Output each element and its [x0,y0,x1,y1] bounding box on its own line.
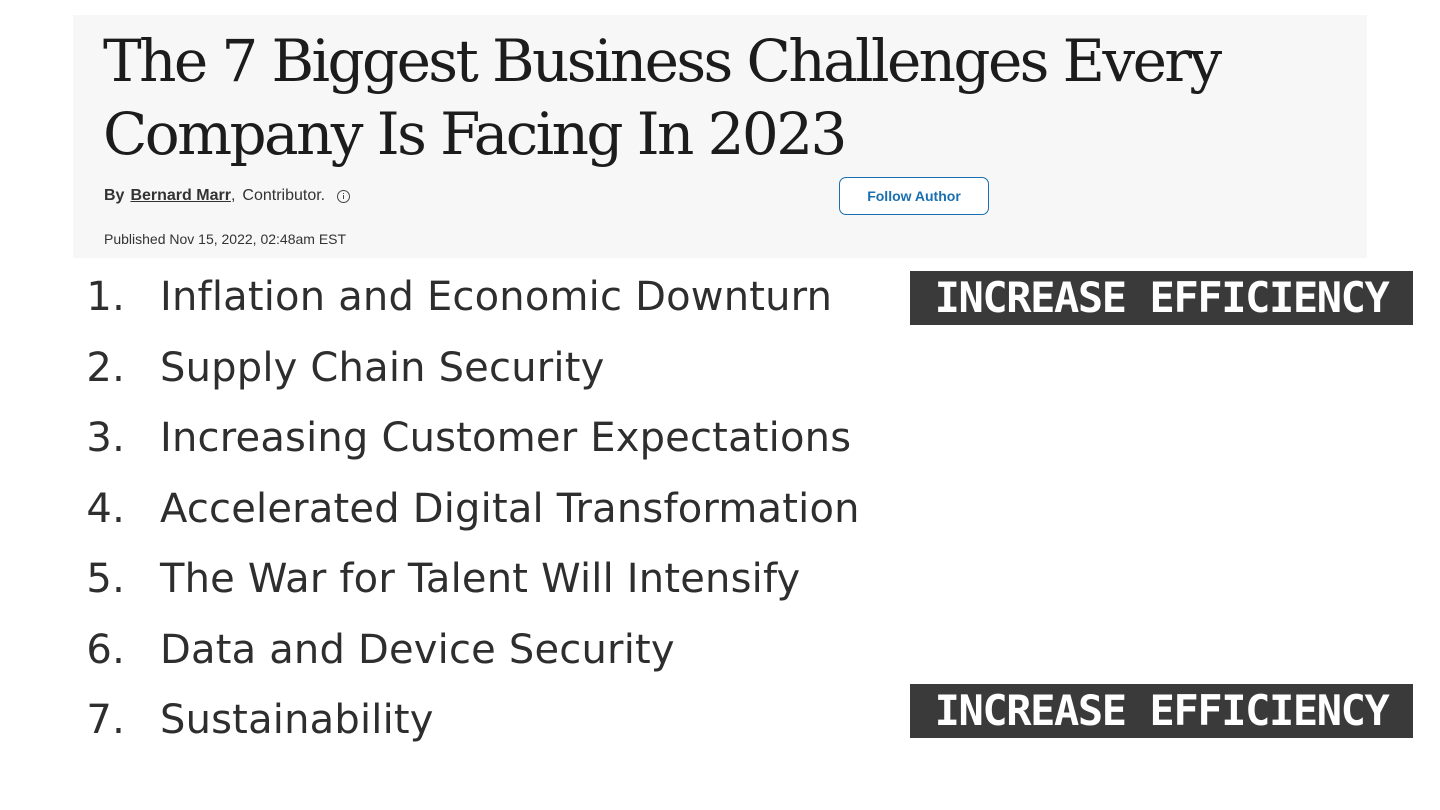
info-circle-icon[interactable] [337,189,351,203]
byline-comma: , [230,187,236,204]
byline: By Bernard Marr , Contributor. [104,187,351,205]
list-item-text: Sustainability [160,697,434,744]
list-item-number: 7. [86,697,125,744]
list-item-text: Accelerated Digital Transformation [160,485,860,532]
published-timestamp: Published Nov 15, 2022, 02:48am EST [104,231,347,247]
author-role: Contributor. [242,187,326,204]
list-item: 1. Inflation and Economic Downturn [0,262,832,333]
list-item-number: 4. [86,485,125,532]
list-item-number: 2. [86,344,125,391]
increase-efficiency-label-bottom: INCREASE EFFICIENCY [910,684,1413,738]
list-item-text: The War for Talent Will Intensify [160,556,801,603]
list-item-text: Supply Chain Security [160,344,605,391]
list-item-text: Increasing Customer Expectations [160,415,852,462]
article-header-card: The 7 Biggest Business Challenges Every … [73,15,1367,258]
follow-author-button[interactable]: Follow Author [839,177,989,215]
list-item: 6. Data and Device Security [0,615,674,686]
list-item: 4. Accelerated Digital Transformation [0,474,859,545]
list-item: 3. Increasing Customer Expectations [0,403,851,474]
list-item-text: Inflation and Economic Downturn [160,274,833,321]
list-item-number: 1. [86,274,125,321]
byline-by-label: By [104,187,125,204]
article-headline: The 7 Biggest Business Challenges Every … [103,27,1222,168]
list-item-number: 5. [86,556,125,603]
increase-efficiency-label-top: INCREASE EFFICIENCY [910,271,1413,325]
list-item-number: 6. [86,626,125,673]
list-item: 2. Supply Chain Security [0,333,604,404]
list-item: 5. The War for Talent Will Intensify [0,544,800,615]
challenge-list: 1. Inflation and Economic Downturn 2. Su… [0,262,859,756]
list-item-number: 3. [86,415,125,462]
list-item-text: Data and Device Security [160,626,675,673]
author-link[interactable]: Bernard Marr [130,187,231,204]
list-item: 7. Sustainability [0,685,433,756]
